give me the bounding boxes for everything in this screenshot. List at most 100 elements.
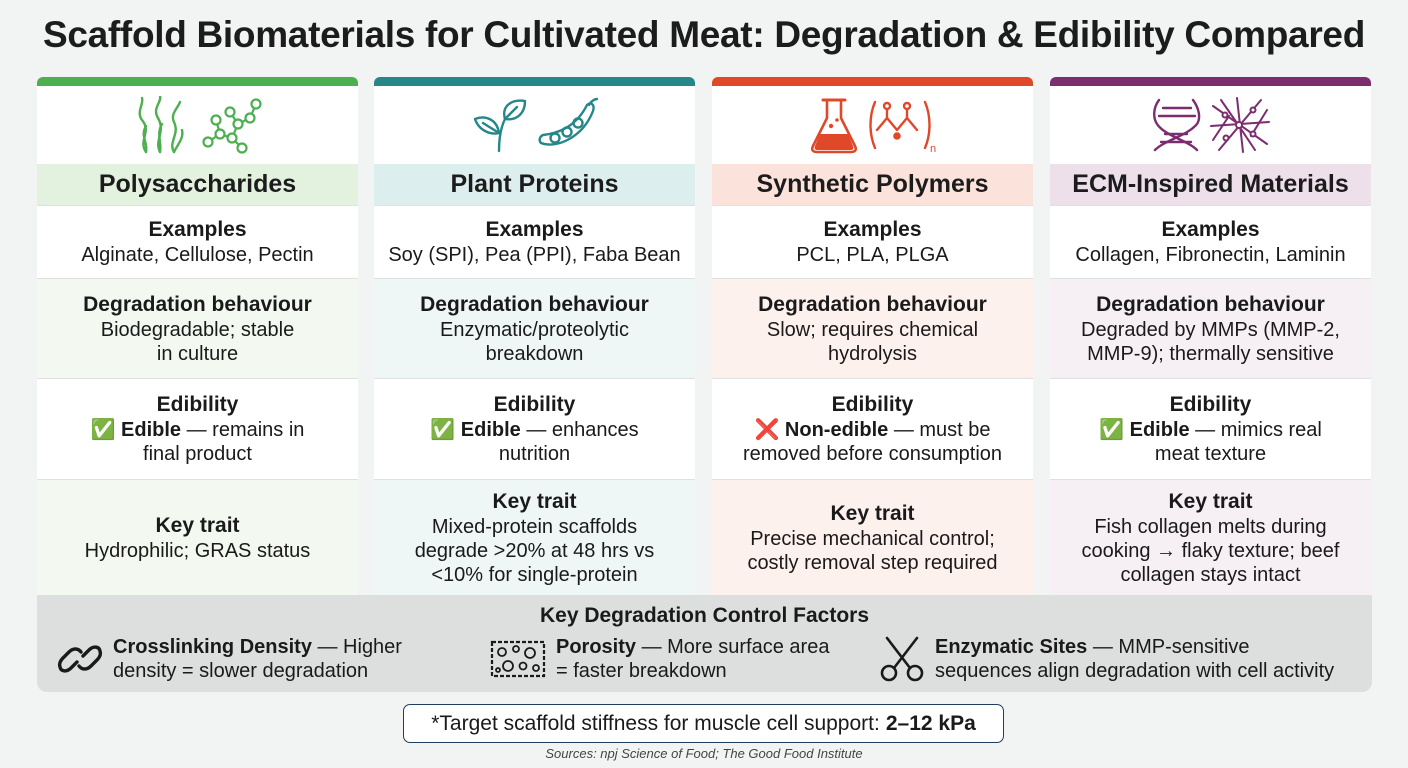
examples-label: Examples [485,218,584,241]
cross-mark-icon: ❌ [754,419,780,441]
examples-value: Soy (SPI), Pea (PPI), Faba Bean [388,244,681,266]
key-trait-section: Key trait Hydrophilic; GRAS status [37,479,358,595]
degradation-value-line2: in culture [156,342,239,365]
column-accent-bar [37,77,358,86]
control-factors-panel: Key Degradation Control Factors Crosslin… [37,595,1372,692]
fiber-network-icon [1209,97,1270,153]
edibility-status: Edible [1129,419,1190,441]
factor-enzymatic-sites: Enzymatic Sites — MMP-sensitive sequence… [879,635,1334,683]
seaweed-icon [138,96,184,154]
key-trait-line1: Mixed-protein scaffolds [431,515,638,538]
key-trait-section: Key trait Precise mechanical control; co… [712,479,1033,595]
stiffness-note-text: *Target scaffold stiffness for muscle ce… [431,711,880,735]
factor-crosslinking-density: Crosslinking Density — Higher density = … [57,635,402,683]
examples-section: Examples Alginate, Cellulose, Pectin [37,205,358,278]
column-icons [1050,86,1371,164]
degradation-value-line2: MMP-9); thermally sensitive [1087,342,1334,365]
key-trait-line1: Fish collagen melts during [1094,515,1327,538]
edibility-status: Edible [121,419,182,441]
key-trait-section: Key trait Mixed-protein scaffolds degrad… [374,479,695,595]
edibility-value-line2: nutrition [498,443,571,465]
key-trait-line3: <10% for single-protein [431,563,638,586]
porous-sponge-icon [490,640,546,678]
examples-label: Examples [148,218,247,241]
edibility-label: Edibility [1169,393,1252,416]
check-mark-icon: ✅ [430,419,456,441]
degradation-value-line1: Degraded by MMPs (MMP-2, [1081,318,1340,341]
degradation-value-line1: Biodegradable; stable [100,318,295,341]
dna-icon [1152,98,1200,152]
key-trait-line3: collagen stays intact [1120,563,1301,586]
key-trait-section: Key trait Fish collagen melts during coo… [1050,479,1371,595]
edibility-value-line2: final product [143,443,252,465]
edibility-label: Edibility [493,393,576,416]
key-trait-label: Key trait [155,513,240,537]
column-icons: n [712,86,1033,164]
degradation-value-line2: hydrolysis [828,342,917,365]
pea-pod-icon [538,97,598,146]
column-accent-bar [1050,77,1371,86]
degradation-label: Degradation behaviour [420,292,649,316]
edibility-value-line1: ✅ Edible — enhances [430,419,639,441]
examples-value: Collagen, Fibronectin, Laminin [1075,244,1346,266]
degradation-value-line1: Slow; requires chemical [766,318,979,341]
key-trait-line2: cooking → flaky texture; beef [1081,539,1340,562]
scissors-icon [880,636,924,682]
degradation-label: Degradation behaviour [1096,292,1325,316]
column-ecm-inspired-materials: ECM-Inspired Materials Examples Collagen… [1050,77,1371,595]
edibility-value-line1: ✅ Edible — remains in [90,419,305,441]
edibility-status: Edible [460,419,521,441]
examples-section: Examples Soy (SPI), Pea (PPI), Faba Bean [374,205,695,278]
column-icons [374,86,695,164]
check-mark-icon: ✅ [1099,419,1125,441]
key-trait-line2: costly removal step required [747,551,998,574]
edibility-section: Edibility ❌ Non-edible — must be removed… [712,378,1033,479]
examples-section: Examples Collagen, Fibronectin, Laminin [1050,205,1371,278]
factor-text: Enzymatic Sites — MMP-sensitive sequence… [935,636,1335,682]
polymer-chain-icon: n [868,100,936,154]
degradation-section: Degradation behaviour Slow; requires che… [712,278,1033,378]
molecule-icon [201,98,262,154]
factor-name: Porosity [556,636,637,658]
edibility-value-line2: meat texture [1154,443,1267,465]
sources-footnote: Sources: npj Science of Food; The Good F… [545,746,863,761]
column-polysaccharides: Polysaccharides Examples Alginate, Cellu… [37,77,358,595]
factor-name: Crosslinking Density [113,636,312,658]
column-synthetic-polymers: n Synthetic Polymers Examples PCL, PLA, … [712,77,1033,595]
examples-value: Alginate, Cellulose, Pectin [81,244,314,266]
stiffness-note-value: 2–12 kPa [885,711,976,735]
edibility-value-line1: ❌ Non-edible — must be [754,419,991,441]
flask-icon [810,98,857,154]
stiffness-note: *Target scaffold stiffness for muscle ce… [403,704,1004,743]
leaf-sprout-icon [473,99,526,153]
examples-section: Examples PCL, PLA, PLGA [712,205,1033,278]
control-factors-title: Key Degradation Control Factors [539,604,870,627]
factor-porosity: Porosity — More surface area = faster br… [490,635,829,683]
degradation-value-line2: breakdown [485,342,584,365]
edibility-section: Edibility ✅ Edible — remains in final pr… [37,378,358,479]
edibility-status: Non-edible [784,419,889,441]
edibility-label: Edibility [831,393,914,416]
page-title: Scaffold Biomaterials for Cultivated Mea… [42,14,1366,55]
factor-text: Crosslinking Density — Higher density = … [113,636,402,682]
column-icons [37,86,358,164]
column-header: Plant Proteins [374,164,695,205]
chain-link-icon [57,645,103,673]
key-trait-line1: Precise mechanical control; [750,527,995,550]
factor-text: Porosity — More surface area = faster br… [556,636,830,682]
column-header: ECM-Inspired Materials [1050,164,1371,205]
key-trait-label: Key trait [1168,489,1253,513]
factor-name: Enzymatic Sites [935,636,1088,658]
examples-label: Examples [1161,218,1260,241]
key-trait-line2: degrade >20% at 48 hrs vs [414,539,655,562]
examples-value: PCL, PLA, PLGA [796,244,949,266]
degradation-section: Degradation behaviour Biodegradable; sta… [37,278,358,378]
degradation-section: Degradation behaviour Enzymatic/proteoly… [374,278,695,378]
check-mark-icon: ✅ [90,419,116,441]
column-header: Synthetic Polymers [712,164,1033,205]
degradation-label: Degradation behaviour [758,292,987,316]
svg-text:n: n [930,143,936,154]
edibility-value-line1: ✅ Edible — mimics real [1099,419,1322,441]
column-plant-proteins: Plant Proteins Examples Soy (SPI), Pea (… [374,77,695,595]
examples-label: Examples [823,218,922,241]
